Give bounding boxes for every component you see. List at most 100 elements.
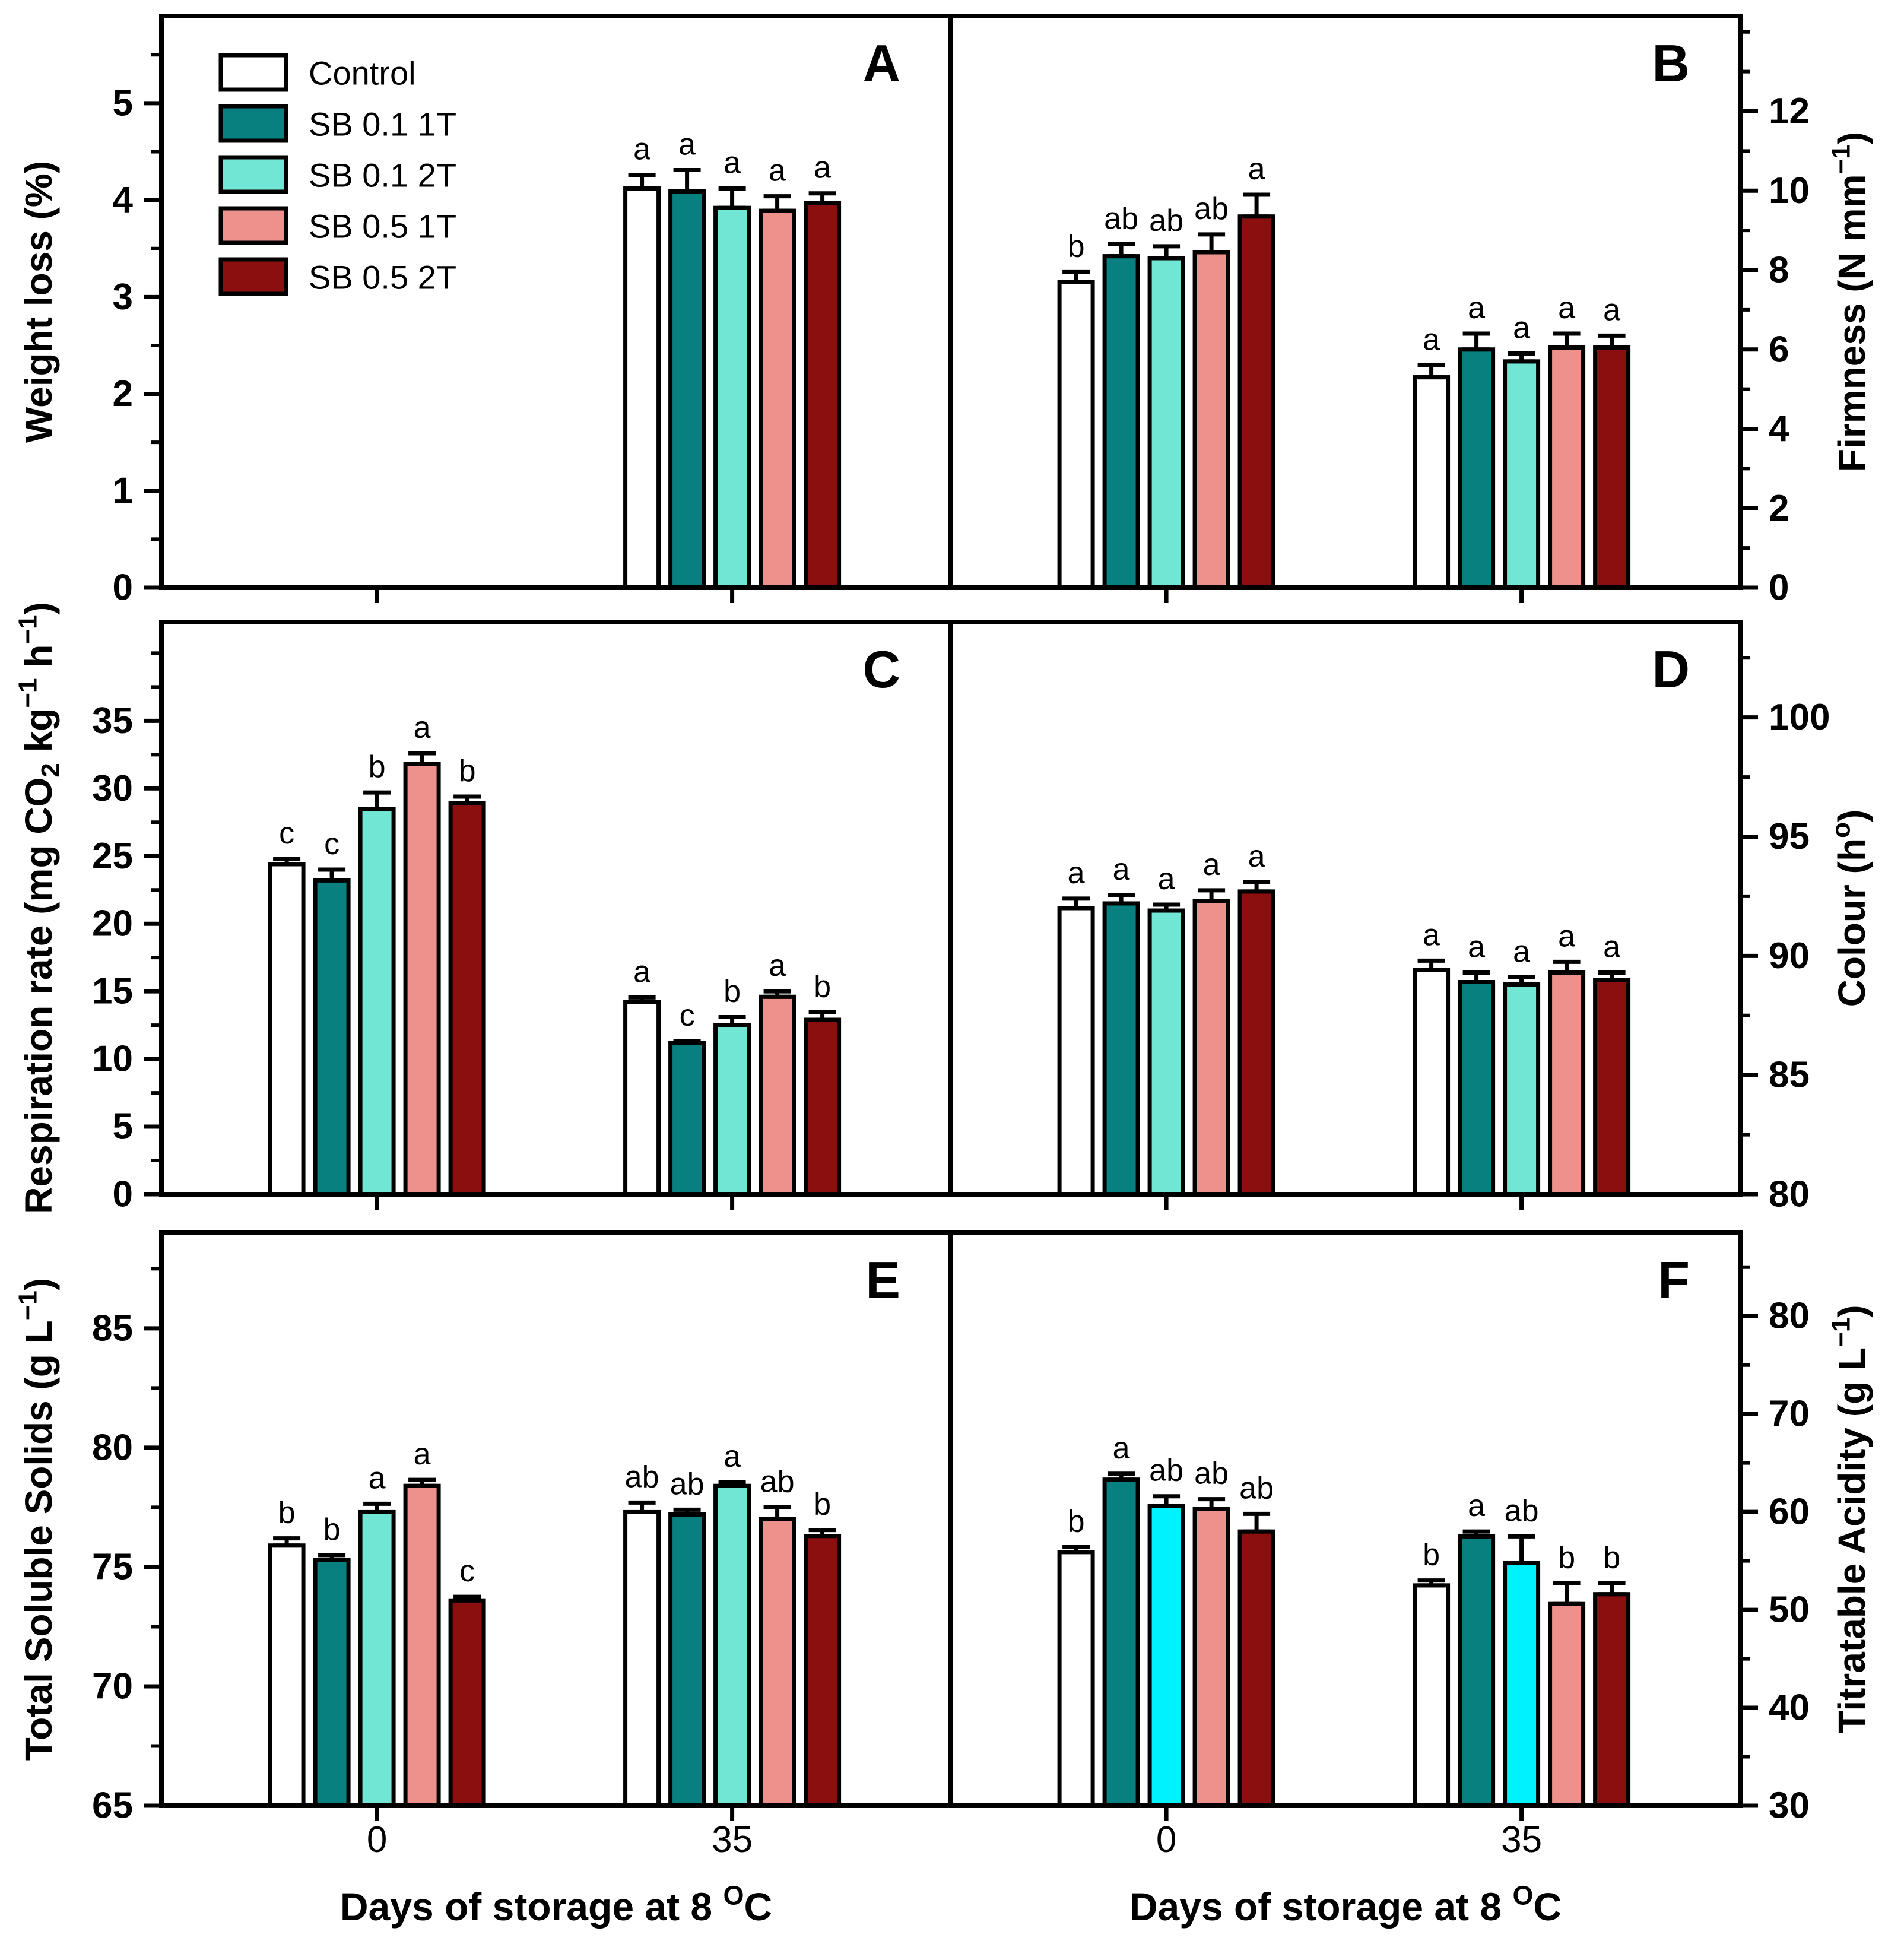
significance-letter: ab (1104, 202, 1138, 236)
panel-letter: F (1658, 1251, 1690, 1309)
y-tick-label: 5 (113, 1106, 133, 1147)
y-tick-label: 0 (113, 567, 133, 608)
bar-sb-0-5-2t-day35 (1593, 1592, 1631, 1808)
y-axis-title-f: Titratable Acidity (g L−1) (1826, 1305, 1873, 1733)
significance-letter: b (1603, 1541, 1620, 1575)
significance-letter: a (1468, 1489, 1485, 1523)
bar-sb-0-1-1t-day0 (1102, 901, 1140, 1197)
y-tick-label: 75 (92, 1546, 133, 1587)
significance-letter: c (324, 827, 339, 861)
significance-letter: ab (625, 1460, 659, 1494)
y-tick-label: 70 (92, 1666, 133, 1707)
y-tick-label: 0 (1769, 567, 1789, 608)
bar-sb-0-1-2t-day35 (713, 1483, 751, 1808)
bar-sb-0-1-1t-day35 (668, 1041, 706, 1197)
bar-sb-0-5-1t-day0 (1192, 1507, 1230, 1808)
significance-letter: a (1068, 856, 1085, 890)
bar-sb-0-5-1t-day35 (1548, 970, 1586, 1197)
legend-swatch-sb-0-5-2t (218, 257, 288, 296)
y-tick-label: 12 (1769, 91, 1810, 132)
bar-sb-0-1-2t-day0 (1147, 908, 1185, 1197)
legend-label: SB 0.5 2T (309, 259, 456, 296)
bar-sb-0-1-2t-day0 (1147, 1504, 1185, 1808)
bar-sb-0-5-1t-day35 (759, 208, 796, 590)
significance-letter: a (1468, 291, 1485, 325)
bar-sb-0-5-1t-day0 (1192, 250, 1230, 590)
y-tick-label: 5 (113, 83, 133, 123)
significance-letter: a (1468, 930, 1485, 964)
legend-swatch-control (218, 53, 288, 92)
panel-border (948, 1230, 1743, 1808)
significance-letter: b (814, 969, 831, 1004)
bar-control-day0 (1057, 280, 1095, 590)
bar-sb-0-5-1t-day35 (759, 1517, 796, 1808)
significance-letter: a (814, 151, 831, 185)
panel-letter: B (1652, 34, 1690, 93)
y-axis-title-b: Firmness (N mm−1) (1826, 132, 1873, 472)
bar-control-day35 (623, 1509, 661, 1808)
y-tick-label: 30 (92, 768, 133, 809)
y-tick-label: 65 (92, 1785, 133, 1826)
y-tick-label: 60 (1769, 1492, 1810, 1533)
y-tick-label: 10 (92, 1039, 133, 1080)
significance-letter: b (369, 750, 386, 784)
panel-border (948, 14, 1743, 590)
significance-letter: ab (1194, 1457, 1229, 1491)
panel-letter: E (865, 1251, 900, 1309)
significance-letter: b (459, 754, 476, 788)
bar-control-day0 (268, 1543, 306, 1808)
bar-control-day35 (1413, 375, 1451, 590)
significance-letter: a (414, 711, 431, 745)
bar-sb-0-1-2t-day0 (358, 1509, 396, 1808)
bar-sb-0-5-2t-day35 (1593, 345, 1631, 590)
y-tick-label: 35 (92, 700, 133, 741)
bar-sb-0-5-2t-day35 (804, 201, 842, 590)
bar-sb-0-5-1t-day35 (1548, 345, 1586, 590)
y-axis-title-a: Weight loss (%) (17, 161, 60, 443)
panel-letter: D (1652, 640, 1690, 699)
bar-sb-0-1-1t-day35 (1458, 347, 1496, 590)
significance-letter: b (278, 1496, 296, 1530)
bar-sb-0-5-2t-day0 (1237, 214, 1275, 590)
bar-sb-0-1-1t-day0 (313, 878, 351, 1197)
bar-sb-0-1-2t-day0 (1147, 256, 1185, 590)
bar-sb-0-1-2t-day35 (713, 1023, 751, 1197)
bar-sb-0-5-2t-day0 (1237, 1529, 1275, 1808)
bar-sb-0-5-1t-day35 (1548, 1601, 1586, 1808)
significance-letter: a (1248, 839, 1265, 874)
bar-sb-0-1-1t-day35 (1458, 980, 1496, 1197)
bar-sb-0-5-2t-day0 (448, 1598, 486, 1808)
significance-letter: a (1603, 293, 1620, 327)
significance-letter: ab (1194, 192, 1229, 226)
significance-letter: b (814, 1488, 831, 1522)
significance-letter: a (769, 949, 786, 983)
bar-control-day35 (1413, 968, 1451, 1197)
y-tick-label: 95 (1769, 816, 1810, 857)
bar-control-day0 (1057, 1550, 1095, 1808)
significance-letter: a (1513, 934, 1530, 969)
bar-sb-0-5-1t-day0 (1192, 899, 1230, 1197)
x-tick-label: 0 (1156, 1819, 1176, 1860)
y-axis-title-e: Total Soluble Solids (g L−1) (13, 1278, 60, 1761)
significance-letter: a (1423, 323, 1440, 357)
bar-sb-0-1-1t-day35 (668, 1512, 706, 1808)
bar-sb-0-5-1t-day0 (403, 762, 441, 1197)
significance-letter: a (1248, 152, 1265, 186)
y-tick-label: 6 (1769, 329, 1789, 370)
bar-sb-0-1-1t-day0 (1102, 1477, 1140, 1808)
y-tick-label: 30 (1769, 1785, 1810, 1826)
significance-letter: c (680, 998, 695, 1033)
significance-letter: b (1068, 1505, 1085, 1539)
significance-letter: c (459, 1554, 475, 1588)
significance-letter: b (1068, 229, 1085, 264)
significance-letter: a (723, 146, 741, 180)
bar-sb-0-1-1t-day0 (1102, 254, 1140, 590)
significance-letter: a (414, 1437, 431, 1471)
y-tick-label: 85 (92, 1308, 133, 1349)
significance-letter: ab (1239, 1471, 1274, 1505)
significance-letter: a (1113, 852, 1130, 887)
legend-label: SB 0.1 2T (309, 157, 456, 194)
